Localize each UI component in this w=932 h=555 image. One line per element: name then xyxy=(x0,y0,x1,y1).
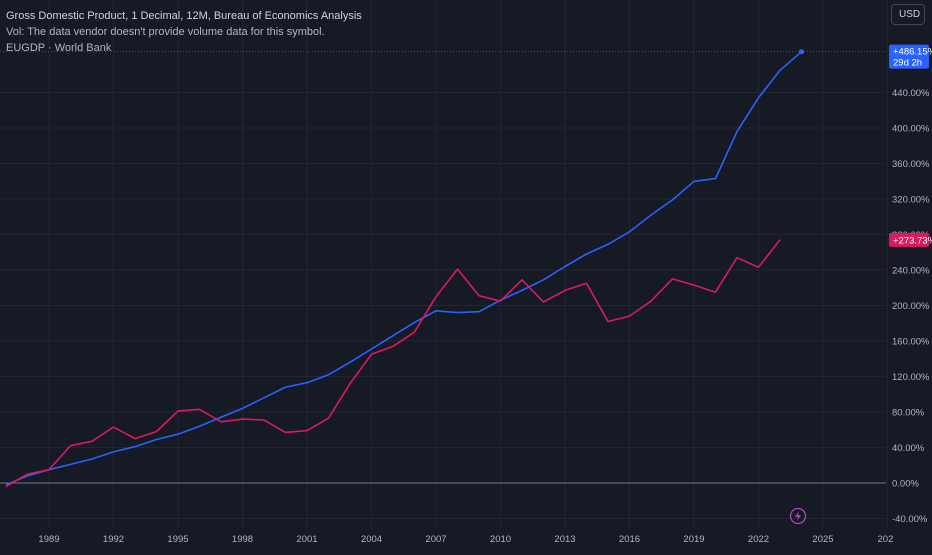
last-point-marker xyxy=(798,49,805,55)
x-tick-label: 2010 xyxy=(490,534,511,545)
last-value-badge-compare xyxy=(889,232,929,247)
y-tick-label: 360.00% xyxy=(892,159,930,170)
x-tick-label: 2019 xyxy=(683,534,704,545)
y-tick-label: -40.00% xyxy=(892,514,928,525)
last-value-badge xyxy=(889,44,929,69)
y-tick-label: 40.00% xyxy=(892,443,925,454)
axis-layer: -40.00% 0.00% 40.00% 80.00% 120.00% 160.00% 20… xyxy=(38,44,932,545)
y-tick-label: 0.00% xyxy=(892,479,919,490)
x-tick-label: 1995 xyxy=(167,534,188,545)
y-tick-label: 440.00% xyxy=(892,88,930,99)
legend-volume-note: Vol: The data vendor doesn't provide vol… xyxy=(6,26,325,38)
series-layer xyxy=(0,49,886,488)
x-tick-label: 2004 xyxy=(361,534,382,545)
x-tick-label: 2001 xyxy=(296,534,317,545)
x-tick-label: 2016 xyxy=(619,534,640,545)
x-tick-label: 2013 xyxy=(554,534,575,545)
chart-legend: Gross Domestic Product, 1 Decimal, 12M, … xyxy=(6,8,362,56)
y-tick-label: 160.00% xyxy=(892,337,930,348)
x-tick-label: 1992 xyxy=(103,534,124,545)
last-value-label: +486.15% xyxy=(893,47,932,58)
series-line-EUGDP xyxy=(5,239,781,488)
y-tick-label: 320.00% xyxy=(892,195,930,206)
y-tick-label: 120.00% xyxy=(892,372,930,383)
currency-button[interactable]: USD xyxy=(891,4,925,25)
legend-title[interactable]: Gross Domestic Product, 1 Decimal, 12M, … xyxy=(6,10,362,22)
x-tick-label: 2007 xyxy=(425,534,446,545)
y-tick-label: 400.00% xyxy=(892,124,930,135)
legend-compare-symbol[interactable]: EUGDP · World Bank xyxy=(6,42,112,54)
grid-layer xyxy=(0,0,888,528)
x-tick-label: 2022 xyxy=(748,534,769,545)
countdown-label: 29d 2h xyxy=(893,58,922,69)
y-tick-label: 200.00% xyxy=(892,301,930,312)
x-tick-label-partial: 202 xyxy=(878,534,894,545)
series-line-primary xyxy=(5,51,803,486)
lightning-icon[interactable] xyxy=(789,507,807,525)
y-tick-label: 240.00% xyxy=(892,266,930,277)
y-tick-label: 80.00% xyxy=(892,408,925,419)
x-tick-label: 1989 xyxy=(38,534,59,545)
icon-layer xyxy=(789,507,807,525)
last-value-label-compare: +273.73% xyxy=(893,235,932,246)
x-tick-label: 2025 xyxy=(812,534,833,545)
x-tick-label: 1998 xyxy=(232,534,253,545)
